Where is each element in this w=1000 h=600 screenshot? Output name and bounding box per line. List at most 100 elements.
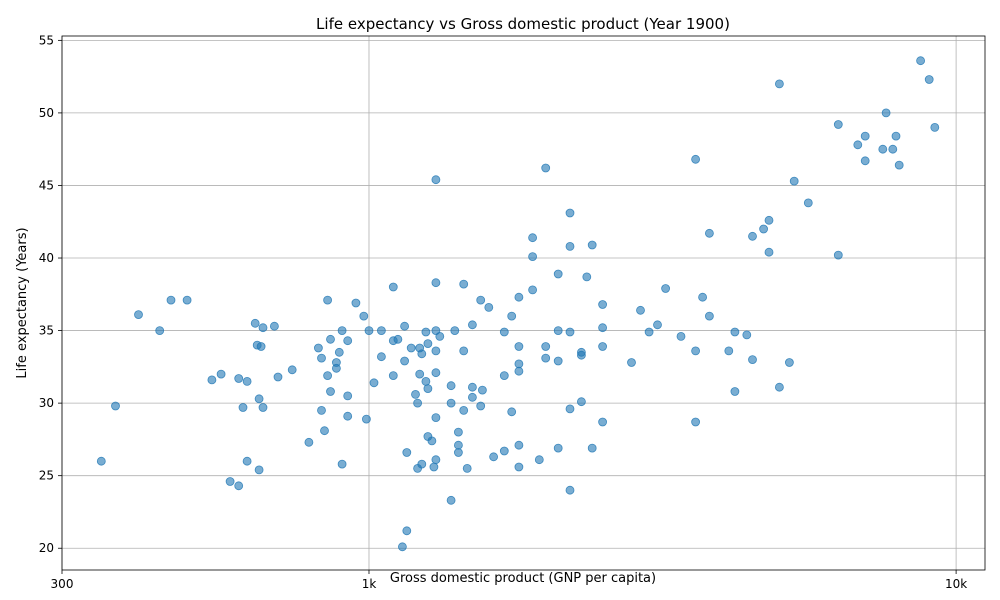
data-point: [423, 339, 433, 349]
data-point: [446, 398, 456, 408]
data-point: [96, 456, 106, 466]
data-point: [742, 330, 752, 340]
y-tick-label: 35: [39, 324, 54, 338]
data-point: [182, 295, 192, 305]
data-point: [789, 176, 799, 186]
data-point: [775, 382, 784, 392]
data-point: [534, 455, 544, 465]
y-axis-label: Life expectancy (Years): [15, 227, 30, 378]
data-point: [653, 320, 662, 330]
x-axis-ticks: 300 1k 10k: [51, 570, 967, 591]
data-point: [343, 411, 353, 421]
data-point: [269, 321, 279, 331]
data-point: [400, 356, 410, 366]
data-point: [528, 252, 537, 262]
data-point: [541, 342, 551, 351]
y-tick-label: 50: [39, 106, 54, 120]
data-point: [705, 228, 714, 238]
data-point: [860, 131, 870, 141]
data-point: [833, 120, 843, 129]
data-point: [833, 250, 843, 260]
data-point: [258, 323, 268, 333]
data-point: [397, 542, 407, 552]
data-point: [499, 327, 509, 337]
data-point: [553, 443, 563, 453]
data-point: [376, 326, 386, 336]
data-point: [598, 300, 607, 309]
data-point: [467, 382, 477, 392]
data-point: [376, 352, 386, 362]
data-point: [598, 342, 607, 351]
x-axis-label: Gross domestic product (GNP per capita): [390, 571, 656, 586]
data-point: [661, 284, 670, 293]
data-point: [514, 342, 524, 351]
data-point: [323, 295, 333, 305]
data-point: [388, 371, 398, 381]
data-point: [273, 372, 283, 382]
data-point: [388, 282, 398, 292]
data-point: [459, 346, 469, 356]
data-point: [343, 391, 353, 401]
data-point: [636, 305, 645, 315]
data-point: [313, 343, 323, 353]
data-point: [467, 320, 477, 330]
data-point: [881, 108, 891, 118]
data-point: [402, 526, 412, 536]
data-point: [730, 387, 740, 396]
data-point: [413, 398, 423, 408]
data-point: [323, 371, 333, 381]
data-point: [413, 463, 423, 473]
data-point: [514, 366, 524, 376]
data-point: [166, 295, 176, 305]
data-point: [514, 440, 524, 450]
data-point: [499, 371, 509, 381]
data-point: [435, 331, 445, 341]
data-point: [598, 417, 607, 427]
data-point: [860, 156, 870, 166]
data-point: [304, 437, 314, 447]
data-point: [930, 123, 940, 132]
data-point: [250, 318, 260, 328]
data-point: [730, 327, 740, 337]
data-point: [916, 56, 925, 66]
y-tick-label: 40: [39, 251, 54, 265]
data-point: [459, 279, 469, 289]
data-point: [724, 346, 734, 356]
data-point: [627, 358, 636, 367]
data-point: [705, 311, 714, 321]
data-point: [326, 387, 335, 396]
data-point: [111, 401, 120, 411]
data-point: [427, 436, 437, 446]
data-point: [359, 311, 369, 321]
data-point: [644, 327, 654, 337]
data-point: [759, 224, 768, 234]
data-point: [337, 459, 347, 469]
data-point: [326, 334, 335, 344]
data-point: [528, 285, 537, 295]
data-point: [225, 477, 235, 486]
data-point: [459, 405, 469, 415]
data-point: [254, 394, 264, 404]
data-point: [423, 384, 433, 394]
data-point: [691, 154, 700, 164]
data-point: [431, 278, 441, 288]
x-tick-label: 1k: [362, 577, 377, 591]
data-point: [134, 310, 143, 320]
data-point: [467, 392, 477, 402]
data-point: [453, 440, 463, 450]
data-point: [853, 140, 863, 150]
data-point: [691, 417, 700, 427]
data-point: [242, 376, 252, 386]
data-point: [894, 160, 904, 170]
data-point: [155, 326, 165, 336]
data-point: [343, 336, 353, 346]
data-point: [417, 349, 427, 359]
data-point: [431, 346, 441, 356]
data-point: [207, 375, 217, 385]
grid-lines: [61, 36, 985, 570]
data-point: [402, 448, 412, 457]
data-point: [406, 343, 416, 353]
data-point: [421, 327, 431, 337]
data-point: [878, 144, 888, 154]
